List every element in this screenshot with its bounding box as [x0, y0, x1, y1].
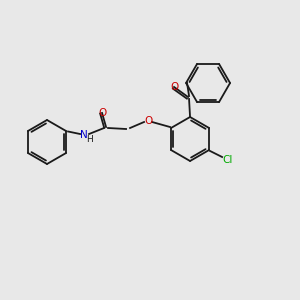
Text: O: O	[170, 82, 178, 92]
Text: H: H	[86, 136, 92, 145]
Text: O: O	[144, 116, 152, 126]
Text: Cl: Cl	[222, 155, 232, 165]
Text: N: N	[80, 130, 88, 140]
Text: O: O	[98, 108, 106, 118]
